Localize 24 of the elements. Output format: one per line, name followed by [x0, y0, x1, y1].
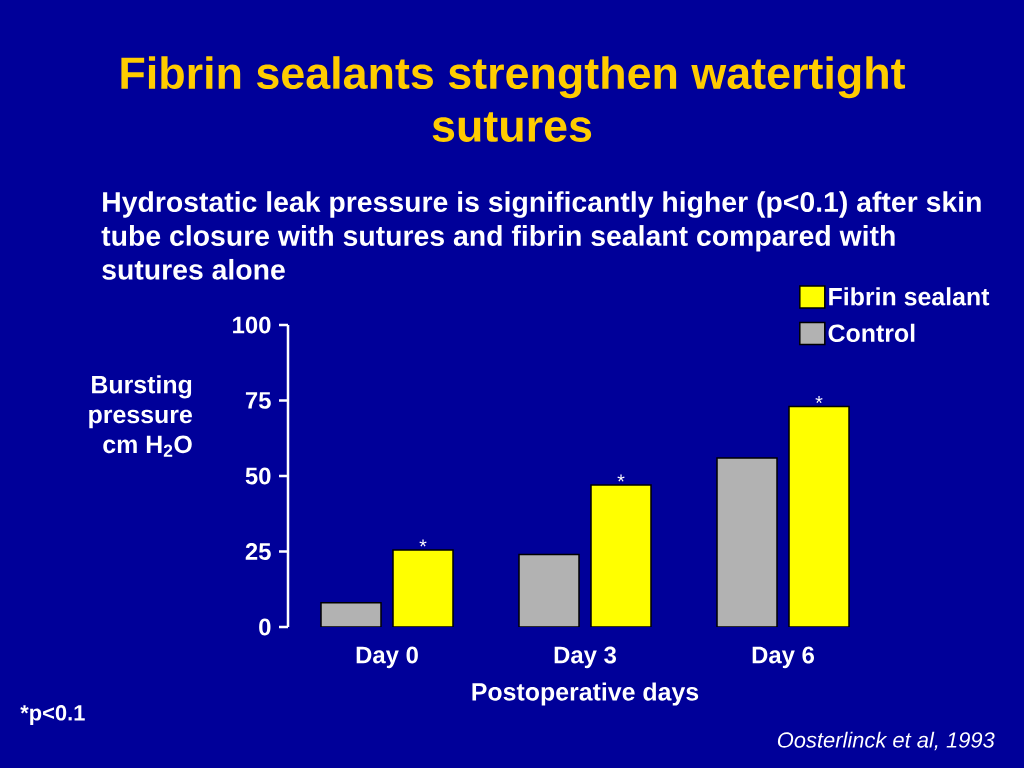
y-tick-label: 25: [245, 543, 271, 560]
chart-title: Fibrin sealants strengthen watertight sutures: [121, 56, 906, 142]
y-axis-title: Bursting pressure cm H$_{2}$O: [89, 375, 192, 457]
y-tick-label: 100: [233, 316, 271, 334]
bar: [590, 484, 652, 627]
legend-label: Fibrin sealant: [829, 287, 990, 306]
data-label: *: [815, 396, 823, 404]
y-tick-label: 75: [245, 392, 271, 409]
bar: [518, 553, 580, 627]
chart-subtitle: Hydrostatic leak pressure is significantly higher (p<0.1) after skin tube closure with sutures and fibrin sealant compared with sutures alone: [101, 191, 981, 280]
x-tick-label: Day 3: [554, 646, 617, 669]
x-tick-label: Day 0: [356, 646, 418, 669]
data-label: *: [617, 474, 625, 482]
x-tick-label: Day 6: [752, 646, 815, 669]
bar: [716, 457, 778, 627]
data-label: *: [419, 539, 427, 547]
legend-label: Control: [828, 323, 915, 343]
bar: [392, 549, 454, 627]
text: *p<0.1: [20, 705, 85, 725]
y-tick-label: 0: [259, 618, 271, 636]
text: Oosterlinck et al, 1993: [777, 731, 995, 751]
x-axis-title: Postoperative days: [472, 682, 699, 706]
y-tick-label: 50: [245, 467, 271, 485]
bar: [788, 405, 850, 627]
